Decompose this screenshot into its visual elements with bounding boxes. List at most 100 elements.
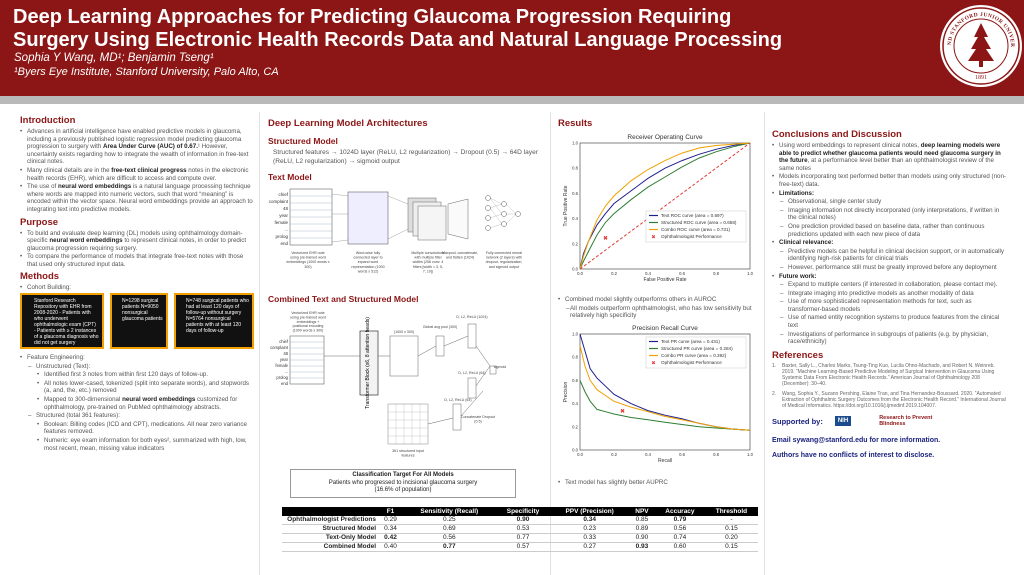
chart-title: Receiver Operating Curve (627, 134, 703, 141)
combined-model-word: ... (285, 369, 289, 374)
reference-item: 2. Wang, Sophia Y., Suzann Pershing, Elai… (772, 391, 1006, 410)
intro-bullet: Many clinical details are in the free-te… (20, 167, 254, 182)
cohort-box-1: Stanford Research Repository with EHR fr… (20, 293, 104, 350)
x-tick-label: 0.4 (645, 271, 651, 276)
chart-legend (645, 336, 747, 368)
combined-model-label: (1000 x 300) (394, 330, 414, 334)
x-tick-label: 1.0 (747, 452, 753, 457)
table-row: Ophthalmologist Predictions 0.29 0.25 0.90 0… (282, 516, 758, 525)
table-cell: 0.85 (628, 516, 655, 525)
legend-entry: Structured PR curve (area = 0.284) (661, 346, 733, 351)
table-cell: 0.23 (550, 524, 629, 534)
conclusion-item: Integrate imaging into predictive models… (772, 290, 1006, 298)
table-cell: 0.90 (628, 533, 655, 543)
conclusion-item: Limitations: (772, 190, 1006, 198)
table-cell: 0.27 (550, 542, 629, 552)
combined-model-label: sigmoid (494, 365, 506, 369)
poster-title: Deep Learning Approaches for Predicting … (13, 6, 783, 51)
legend-entry: Combo PR curve (area = 0.392) (661, 353, 727, 358)
table-cell: 0.29 (378, 516, 403, 525)
text-model-caption: Fully connected neural network (2 layers)… (486, 251, 523, 269)
y-axis-label: True Positive Rate (563, 185, 569, 226)
roc-chart: Receiver Operating Curve 0.0 0.2 0.4 0.6 0.8 1… (563, 134, 754, 283)
combined-model-word: female (275, 363, 288, 368)
chart-legend (645, 210, 747, 243)
x-tick-label: 1.0 (747, 271, 753, 276)
architectures-heading: Deep Learning Model Architectures (268, 118, 428, 129)
table-cell: 0.33 (550, 533, 629, 543)
text-model-word: end (280, 241, 288, 246)
conclusion-item: Using word embeddings to represent clini… (772, 142, 1006, 172)
table-cell: 0.79 (654, 516, 705, 525)
methods-heading: Methods (20, 270, 60, 282)
pr-note: Text model has slightly better AUPRC (558, 479, 758, 487)
unstructured-bullet: Identified first 3 notes from within fir… (20, 371, 254, 379)
references-list: 1. Baxter, Sally L., Charles Marks, Tsung… (772, 363, 1006, 409)
conclusion-item: However, performance still must be great… (772, 264, 1006, 272)
combined-model-label: 361 structured input features (392, 449, 424, 457)
table-row-label: Ophthalmologist Predictions (282, 516, 378, 525)
conclusions-heading: Conclusions and Discussion (772, 129, 902, 140)
text-model-word: female (274, 220, 288, 225)
table-header-cell (282, 507, 378, 516)
column-divider (259, 112, 260, 575)
x-tick-label: 0.4 (645, 452, 651, 457)
y-tick-label: 0.6 (572, 378, 578, 383)
conclusion-item: Imaging information not directly incorpo… (772, 207, 1006, 222)
text-model-word: prolog (275, 234, 288, 239)
x-tick-label: 0.0 (577, 452, 583, 457)
table-cell: 0.40 (378, 542, 403, 552)
y-tick-label: 0.4 (572, 401, 578, 406)
x-tick-label: 0.6 (679, 452, 685, 457)
series-line (579, 379, 751, 431)
structured-list: Boolean: Billing codes (ICD and CPT), me… (20, 421, 254, 452)
table-row: Text-Only Model 0.42 0.56 0.77 0.33 0.90 0.74 0… (282, 533, 758, 543)
legend-entry: Text PR curve (area = 0.431) (661, 339, 720, 344)
table-header-cell: Threshold (704, 507, 758, 516)
conclusion-item: Clinical relevance: (772, 239, 1006, 247)
unstructured-bullet: All notes lower-cased, tokenized (split … (20, 380, 254, 395)
table-cell: 0.90 (495, 516, 551, 525)
table-header-cell: NPV (628, 507, 655, 516)
reference-number: 2. (772, 390, 777, 397)
unstructured-label: Unstructured (Text): (20, 363, 254, 371)
column-1: Introduction Advances in artificial inte… (20, 112, 254, 575)
poster-header: Deep Learning Approaches for Predicting … (0, 0, 1024, 96)
legend-entry: Ophthalmologist Performance (661, 234, 722, 239)
support-row: Supported by: NIH Research to Prevent Bl… (772, 415, 1006, 427)
column-3: Results Receiver Operating Curve 0.0 0.2 0.… (558, 112, 758, 575)
table-cell: 0.20 (704, 533, 758, 543)
text-model-caption: Word-wise fully connected layer to expand … (351, 251, 384, 273)
classification-target-line1: Patients who progressed to incisional gl… (328, 479, 478, 486)
table-cell: 0.42 (378, 533, 403, 543)
series-line (579, 142, 751, 270)
combined-model-label: D, L2, ReLU (1024) (456, 315, 487, 319)
y-tick-label: 0.0 (572, 447, 578, 452)
references-heading: References (772, 349, 824, 361)
svg-text:1891: 1891 (975, 75, 987, 81)
conclusion-item: One prediction provided based on baselin… (772, 223, 1006, 238)
table-header-cell: Specificity (495, 507, 551, 516)
x-tick-label: 0.8 (713, 452, 719, 457)
x-tick-label: 0.6 (679, 271, 685, 276)
text-model-heading: Text Model (268, 172, 312, 182)
y-tick-label: 0.8 (572, 166, 578, 171)
results-table: F1 Sensitivity (Recall) Specificity PPV (Pr… (282, 507, 758, 552)
conclusion-item: Use of named entity recognition systems … (772, 314, 1006, 329)
table-cell: 0.56 (402, 533, 496, 543)
series-line (579, 345, 751, 431)
purpose-list: To build and evaluate deep learning (DL)… (20, 230, 254, 269)
table-row-label: Structured Model (282, 524, 378, 534)
legend-swatch: ✖ (651, 360, 655, 366)
combined-model-word: end (281, 381, 289, 386)
reference-text: Baxter, Sally L., Charles Marks, Tsung-T… (782, 362, 995, 388)
supported-label: Supported by: (772, 416, 823, 426)
cohort-diagram: Stanford Research Repository with EHR fr… (20, 293, 254, 351)
reference-number: 1. (772, 362, 777, 369)
y-tick-label: 0.4 (572, 216, 578, 221)
x-axis-label: Recall (658, 458, 672, 464)
nih-logo: NIH (834, 416, 852, 427)
column-4: Conclusions and Discussion Using word em… (772, 112, 1006, 575)
table-cell: 0.60 (654, 542, 705, 552)
table-cell: 0.53 (495, 524, 551, 534)
